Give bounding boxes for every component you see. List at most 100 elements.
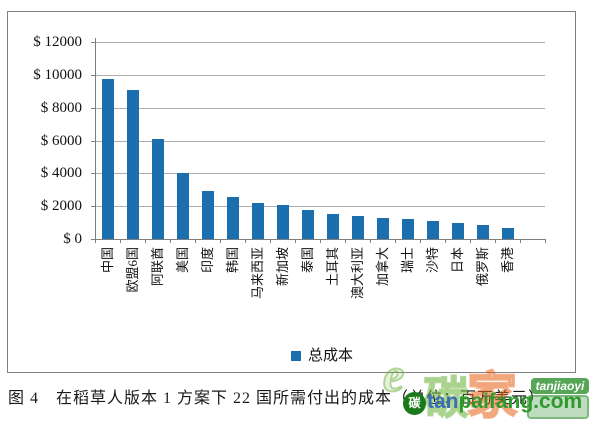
watermark-tan-glyph: 碳 bbox=[423, 373, 469, 424]
x-category-label-text: 加拿大 bbox=[374, 247, 390, 287]
bar bbox=[176, 172, 189, 239]
x-axis-tick bbox=[370, 239, 371, 243]
x-category-label: 马来西亚 bbox=[249, 246, 265, 316]
bar bbox=[351, 216, 364, 239]
x-axis-tick bbox=[420, 239, 421, 243]
bar bbox=[201, 190, 214, 239]
x-category-label: 印度 bbox=[199, 246, 215, 316]
x-axis-tick bbox=[145, 239, 146, 243]
y-axis-line bbox=[95, 38, 96, 239]
y-tick-label: $ 10000 bbox=[33, 66, 82, 83]
x-axis-tick bbox=[520, 239, 521, 243]
x-axis-tick bbox=[195, 239, 196, 243]
y-axis-tick bbox=[91, 107, 95, 109]
y-tick-label: $ 0 bbox=[63, 231, 82, 247]
x-category-label: 沙特 bbox=[424, 246, 440, 316]
bar bbox=[501, 227, 514, 239]
x-category-label: 欧盟6国 bbox=[124, 246, 140, 316]
x-axis-tick bbox=[295, 239, 296, 243]
bar bbox=[276, 204, 289, 239]
x-category-label-text: 沙特 bbox=[424, 247, 440, 274]
y-tick-label: $ 8000 bbox=[40, 99, 82, 116]
watermark-url-suffix: paifang.com bbox=[458, 390, 583, 413]
x-category-label: 香港 bbox=[500, 246, 515, 316]
x-category-label: 俄罗斯 bbox=[474, 246, 490, 316]
bar bbox=[401, 219, 414, 239]
x-axis-tick bbox=[320, 239, 321, 243]
bar bbox=[126, 89, 139, 239]
x-category-label-text: 新加坡 bbox=[274, 247, 290, 287]
x-category-label: 土耳其 bbox=[324, 246, 340, 316]
x-axis-tick bbox=[95, 239, 96, 243]
bar bbox=[326, 213, 339, 239]
x-axis-tick bbox=[395, 239, 396, 243]
y-axis-tick bbox=[91, 42, 95, 43]
gridline bbox=[95, 74, 545, 76]
watermark-box bbox=[527, 395, 589, 419]
chart-frame bbox=[7, 11, 576, 373]
gridline bbox=[95, 173, 545, 175]
legend-label: 总成本 bbox=[308, 348, 354, 364]
x-axis-tick bbox=[470, 239, 471, 243]
bar bbox=[301, 209, 314, 239]
watermark-stylized-e-glyph: e bbox=[382, 348, 405, 403]
y-axis-tick bbox=[91, 74, 95, 76]
x-category-label-text: 泰国 bbox=[299, 247, 315, 274]
x-category-label-text: 韩国 bbox=[224, 247, 240, 274]
y-tick-label: $ 2000 bbox=[40, 198, 82, 215]
x-category-label: 加拿大 bbox=[374, 246, 390, 316]
x-axis-tick bbox=[270, 239, 271, 243]
x-category-label: 韩国 bbox=[224, 246, 240, 316]
y-tick-label: $ 4000 bbox=[40, 165, 82, 182]
watermark-site-url: tanpaifang.com bbox=[427, 390, 582, 414]
x-axis-tick bbox=[120, 239, 121, 243]
x-category-label: 美国 bbox=[174, 246, 190, 316]
x-axis-tick bbox=[170, 239, 171, 243]
y-axis-tick bbox=[91, 140, 95, 142]
x-axis-tick bbox=[245, 239, 246, 243]
x-category-label: 新加坡 bbox=[274, 246, 290, 316]
x-category-label-text: 俄罗斯 bbox=[474, 247, 490, 287]
legend: 总成本 bbox=[291, 344, 353, 365]
bar bbox=[451, 222, 464, 239]
watermark-url-prefix: tan bbox=[427, 390, 459, 413]
gridline bbox=[95, 206, 545, 208]
bar bbox=[101, 78, 114, 239]
x-axis-tick bbox=[220, 239, 221, 243]
bar bbox=[426, 220, 439, 239]
y-axis-tick bbox=[91, 239, 95, 240]
x-category-label-text: 土耳其 bbox=[324, 247, 340, 287]
x-category-label-text: 印度 bbox=[199, 247, 215, 274]
gridline bbox=[95, 140, 545, 142]
x-category-label-text: 日本 bbox=[449, 247, 465, 274]
x-category-label-text: 瑞士 bbox=[399, 247, 415, 274]
x-category-label-text: 阿联酋 bbox=[149, 247, 165, 287]
gridline bbox=[95, 107, 545, 109]
x-category-label: 中国 bbox=[99, 246, 115, 316]
watermark-carbon-logo-icon: 碳 bbox=[403, 392, 426, 415]
bar bbox=[251, 202, 264, 239]
y-tick-label: $ 6000 bbox=[40, 132, 82, 149]
x-axis-tick bbox=[495, 239, 496, 243]
x-category-label-text: 马来西亚 bbox=[249, 247, 265, 300]
bar bbox=[476, 224, 489, 239]
watermark-jia-glyph: 家 bbox=[466, 367, 518, 425]
bar bbox=[376, 217, 389, 239]
bar bbox=[151, 138, 164, 239]
watermark-tanjiaoyi-badge: tanjiaoyi bbox=[531, 378, 589, 394]
x-axis-tick bbox=[345, 239, 346, 243]
y-tick-label: $ 12000 bbox=[33, 34, 82, 50]
x-axis-tick bbox=[545, 239, 546, 243]
x-axis-tick bbox=[445, 239, 446, 243]
x-category-label: 日本 bbox=[449, 246, 465, 316]
x-category-label: 阿联酋 bbox=[149, 246, 165, 316]
x-category-label-text: 美国 bbox=[174, 247, 190, 274]
legend-swatch bbox=[291, 351, 301, 361]
x-category-label: 澳大利亚 bbox=[349, 246, 365, 316]
x-category-label-text: 澳大利亚 bbox=[349, 247, 365, 300]
y-axis-tick bbox=[91, 206, 95, 208]
x-category-label-text: 欧盟6国 bbox=[124, 247, 140, 293]
x-category-label-text: 中国 bbox=[99, 247, 115, 274]
y-axis-tick bbox=[91, 173, 95, 175]
